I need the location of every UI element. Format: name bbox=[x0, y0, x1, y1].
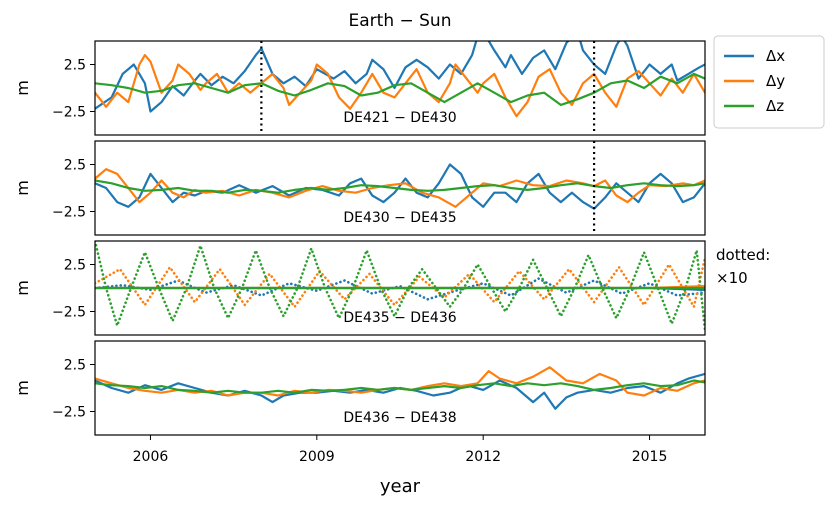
y-axis-label: m bbox=[13, 380, 32, 396]
panel-2: 2.5 −2.5 m DE430 − DE435 bbox=[13, 140, 706, 236]
panel-series bbox=[95, 366, 705, 410]
panel-series bbox=[95, 163, 705, 210]
x-tick-label: 2012 bbox=[465, 449, 501, 465]
legend-entry: Δy bbox=[766, 72, 785, 90]
series-line-Δy bbox=[95, 53, 705, 118]
panel-1: 2.5 −2.5 m DE421 − DE430 bbox=[13, 40, 706, 136]
series-line-Δy×10 bbox=[95, 256, 705, 309]
legend-entry: Δz bbox=[766, 97, 784, 115]
chart-title: Earth − Sun bbox=[349, 11, 452, 31]
panel-label: DE430 − DE435 bbox=[343, 210, 456, 226]
panel-frame bbox=[94, 40, 706, 136]
panel-frame bbox=[94, 240, 706, 336]
series-line-Δy bbox=[95, 168, 705, 208]
panel-label: DE436 − DE438 bbox=[343, 410, 456, 426]
panel-frame bbox=[94, 340, 706, 436]
y-tick-label: −2.5 bbox=[52, 105, 86, 121]
series-line-Δz×10 bbox=[95, 241, 705, 332]
series-line-Δz bbox=[95, 179, 705, 194]
panel-3: 2.5 −2.5 m DE435 − DE436 bbox=[13, 240, 706, 336]
x-tick-label: 2009 bbox=[299, 449, 335, 465]
x-axis-label: year bbox=[380, 476, 421, 497]
panel-label: DE435 − DE436 bbox=[343, 310, 456, 326]
y-tick-label: −2.5 bbox=[52, 205, 86, 221]
y-tick-label: 2.5 bbox=[64, 58, 86, 74]
x-tick-label: 2006 bbox=[133, 449, 169, 465]
series-line-Δz bbox=[95, 72, 705, 107]
y-tick-label: −2.5 bbox=[52, 405, 86, 421]
annotation-line-1: dotted: bbox=[716, 246, 770, 264]
panels-group: 2.5 −2.5 m DE421 − DE430 2.5 −2.5 m DE430 − DE4… bbox=[13, 40, 706, 436]
legend-entry: Δx bbox=[766, 47, 785, 65]
annotation-line-2: ×10 bbox=[716, 269, 748, 287]
x-axis-ticks: 2006 2009 2012 2015 bbox=[133, 435, 668, 465]
y-tick-label: −2.5 bbox=[52, 305, 86, 321]
y-tick-label: 2.5 bbox=[64, 158, 86, 174]
panel-4: 2.5 −2.5 m DE436 − DE438 bbox=[13, 340, 706, 436]
panel-series bbox=[95, 241, 705, 332]
legend: Δx Δy Δz bbox=[713, 35, 825, 129]
series-line-Δx×10 bbox=[95, 277, 705, 301]
series-line-Δz bbox=[95, 379, 705, 394]
panel-label: DE421 − DE430 bbox=[343, 110, 456, 126]
y-axis-label: m bbox=[13, 80, 32, 96]
y-tick-label: 2.5 bbox=[64, 258, 86, 274]
y-axis-label: m bbox=[13, 180, 32, 196]
y-axis-label: m bbox=[13, 280, 32, 296]
x-tick-label: 2015 bbox=[632, 449, 668, 465]
y-tick-label: 2.5 bbox=[64, 358, 86, 374]
dotted-annotation: dotted: ×10 bbox=[716, 246, 770, 287]
series-line-Δx bbox=[95, 41, 705, 113]
panel-series bbox=[95, 41, 705, 118]
panel-frame bbox=[94, 140, 706, 236]
